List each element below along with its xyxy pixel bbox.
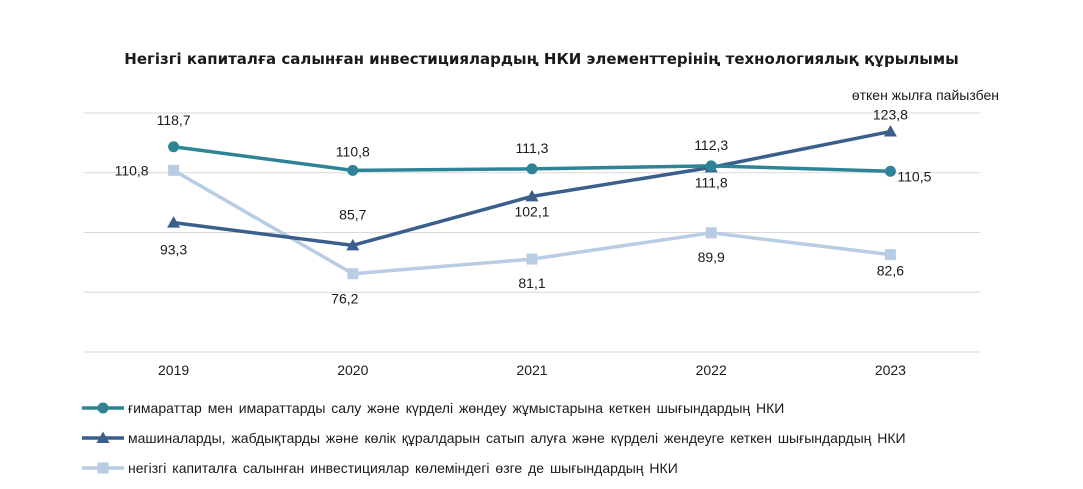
data-label: 110,5 bbox=[897, 168, 931, 184]
data-label: 118,7 bbox=[157, 112, 191, 128]
data-label: 85,7 bbox=[339, 206, 366, 222]
legend-item: машиналарды, жабдықтарды және көлік құра… bbox=[82, 423, 906, 453]
legend-item: негізгі капиталға салынған инвестициялар… bbox=[82, 453, 906, 483]
data-point bbox=[525, 189, 539, 202]
x-axis-ticks: 2019 2020 2021 2022 2023 bbox=[158, 362, 906, 378]
data-label: 76,2 bbox=[331, 291, 358, 307]
x-tick-label: 2020 bbox=[337, 362, 368, 378]
data-point bbox=[168, 164, 180, 176]
data-label: 123,8 bbox=[873, 107, 908, 123]
data-label: 110,8 bbox=[336, 143, 370, 159]
legend-swatch bbox=[82, 462, 124, 474]
data-point bbox=[526, 163, 538, 175]
data-point bbox=[96, 431, 110, 443]
legend: ғимараттар мен имараттарды салу және күр… bbox=[82, 393, 906, 483]
x-tick-label: 2019 bbox=[158, 362, 189, 378]
data-point bbox=[346, 238, 360, 251]
data-point bbox=[705, 160, 717, 172]
chart-title: Негізгі капиталға салынған инвестициялар… bbox=[124, 50, 959, 68]
x-tick-label: 2023 bbox=[875, 362, 906, 378]
data-point bbox=[705, 227, 717, 239]
data-point bbox=[97, 402, 109, 414]
data-label: 111,3 bbox=[516, 140, 549, 156]
legend-label: машиналарды, жабдықтарды және көлік құра… bbox=[128, 430, 906, 446]
data-point bbox=[883, 125, 897, 137]
data-point bbox=[884, 165, 896, 177]
data-point bbox=[347, 164, 359, 176]
legend-item: ғимараттар мен имараттарды салу және күр… bbox=[82, 393, 906, 423]
data-point bbox=[884, 249, 896, 261]
legend-swatch bbox=[82, 402, 124, 414]
legend-label: ғимараттар мен имараттарды салу және күр… bbox=[128, 400, 785, 416]
data-point bbox=[167, 216, 181, 228]
data-label: 82,6 bbox=[877, 263, 904, 279]
data-label: 89,9 bbox=[698, 249, 725, 265]
data-point bbox=[168, 141, 180, 153]
data-label: 111,8 bbox=[695, 174, 728, 190]
data-point bbox=[526, 253, 538, 265]
data-label: 110,8 bbox=[115, 162, 149, 178]
data-label: 112,3 bbox=[694, 137, 728, 153]
data-point bbox=[97, 462, 109, 474]
x-tick-label: 2022 bbox=[696, 362, 727, 378]
data-label: 93,3 bbox=[160, 242, 187, 258]
line-chart: 2019 2020 2021 2022 2023 118,7 110,8 111,3 112,… bbox=[84, 107, 980, 378]
series-markers bbox=[167, 125, 897, 280]
grid-lines bbox=[84, 112, 980, 353]
x-tick-label: 2021 bbox=[516, 362, 547, 378]
legend-label: негізгі капиталға салынған инвестициялар… bbox=[128, 460, 678, 476]
data-label: 81,1 bbox=[518, 275, 545, 291]
chart-subtitle: өткен жылға пайызбен bbox=[851, 87, 999, 103]
data-label: 102,1 bbox=[514, 203, 549, 219]
data-labels: 118,7 110,8 111,3 112,3 110,5 93,3 85,7 102,1 11… bbox=[115, 107, 932, 307]
data-point bbox=[347, 268, 359, 280]
legend-swatch bbox=[82, 431, 124, 443]
